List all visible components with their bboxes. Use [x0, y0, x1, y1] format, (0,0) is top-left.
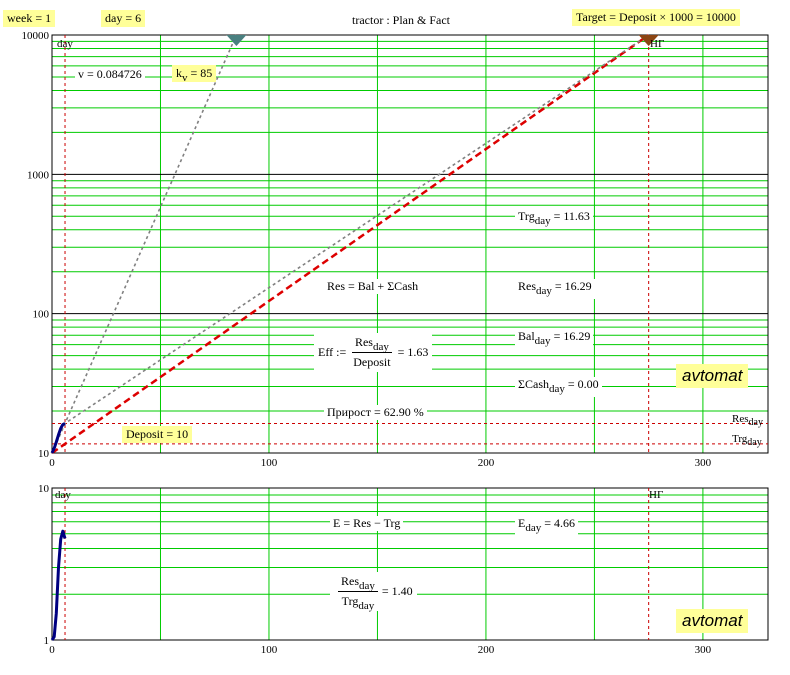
cash-value: = 0.00: [564, 377, 599, 391]
v-label: v = 0.084726: [75, 67, 145, 82]
kv-label: kv = 85: [172, 65, 217, 84]
top-day-marker: day: [57, 38, 73, 50]
res-line-main: Res: [732, 413, 749, 425]
plan-line: [51, 33, 650, 455]
top-x-tick-label: 0: [49, 457, 55, 469]
bottom-x-tick-label: 200: [478, 644, 495, 656]
bottom-y-tick-label: 10: [38, 483, 50, 495]
e-main: E: [518, 516, 526, 530]
bottom-x-tick-label: 300: [695, 644, 712, 656]
bottom-day-marker: day: [55, 489, 71, 501]
kv-target-triangle-icon: [226, 35, 247, 46]
bottom-plot-frame: [51, 487, 769, 641]
res-value: = 16.29: [551, 279, 592, 293]
bottom-ng-marker: НГ: [649, 489, 664, 501]
target-label: Target = Deposit × 1000 = 10000: [572, 9, 740, 26]
res-line-label: Resday: [732, 413, 763, 428]
eff-num-sub: day: [372, 341, 389, 353]
eff-value: = 1.63: [397, 345, 429, 359]
trg-line-main: Trg: [732, 433, 748, 445]
eff-den: Deposit: [353, 355, 391, 369]
cash-sub: day: [548, 383, 565, 395]
ratio-den-sub: day: [358, 600, 375, 612]
trg-main: Trg: [518, 209, 535, 223]
trg-line-sub: day: [747, 437, 762, 448]
day-label: day = 6: [101, 10, 146, 27]
bal-value: = 16.29: [550, 329, 591, 343]
fact-line: [50, 422, 66, 454]
eff-num: Res: [354, 335, 373, 349]
bal-day-label: Balday = 16.29: [515, 329, 594, 349]
e-sub: day: [525, 522, 542, 534]
avtomat-badge-top: avtomat: [676, 364, 749, 388]
top-y-tick-label: 10000: [22, 30, 50, 42]
week-label: week = 1: [3, 10, 56, 27]
chart-title: tractor : Plan & Fact: [352, 13, 450, 27]
trg-value: = 11.63: [550, 209, 590, 223]
top-x-tick-label: 300: [695, 457, 712, 469]
growth-label: Прирост = 62.90 %: [324, 405, 427, 420]
ratio-num: Res: [341, 574, 359, 588]
kv-value: = 85: [187, 66, 213, 80]
ratio-value: = 1.40: [381, 584, 413, 598]
eff-formula: Eff := Resday Deposit = 1.63: [314, 333, 433, 372]
top-plot-frame: [51, 34, 769, 454]
res-formula: Res = Bal + ΣCash: [324, 279, 422, 294]
e-value: = 4.66: [541, 516, 576, 530]
deposit-label: Deposit = 10: [122, 426, 193, 443]
avtomat-badge-bottom: avtomat: [676, 609, 749, 633]
cash-day-label: ΣCashday = 0.00: [515, 377, 602, 397]
res-main: Res: [518, 279, 536, 293]
top-y-tick-label: 100: [33, 309, 50, 321]
top-x-tick-label: 200: [478, 457, 495, 469]
trg-sub: day: [534, 215, 551, 227]
trg-day-label: Trgday = 11.63: [515, 209, 593, 229]
trg-line-label: Trgday: [732, 433, 762, 448]
res-day-label: Resday = 16.29: [515, 279, 595, 299]
bal-main: Bal: [518, 329, 535, 343]
kv-projection-line: [51, 34, 238, 454]
ratio-den: Trg: [341, 594, 359, 608]
top-ng-marker: НГ: [650, 38, 665, 50]
top-x-tick-label: 100: [261, 457, 278, 469]
top-y-tick-label: 10: [38, 448, 50, 460]
bottom-x-tick-label: 100: [261, 644, 278, 656]
top-y-tick-label: 1000: [27, 169, 50, 181]
bottom-y-tick-label: 1: [44, 635, 50, 647]
bottom-x-tick-label: 0: [49, 644, 55, 656]
target-triangle-icon: [638, 35, 659, 46]
res-line-sub: day: [748, 417, 763, 428]
ratio-formula: Resday Trgday = 1.40: [330, 572, 417, 612]
res-sub: day: [536, 285, 552, 297]
eff-lhs: Eff :=: [318, 345, 347, 359]
cash-main: ΣCash: [518, 377, 549, 391]
kv-main: k: [176, 66, 182, 80]
ratio-num-sub: day: [359, 580, 375, 592]
kv-sub: v: [182, 72, 188, 84]
e-formula: E = Res − Trg: [330, 516, 404, 531]
e-day-label: Eday = 4.66: [515, 516, 579, 536]
efficiency-line: [50, 529, 67, 641]
bal-sub: day: [534, 335, 551, 347]
